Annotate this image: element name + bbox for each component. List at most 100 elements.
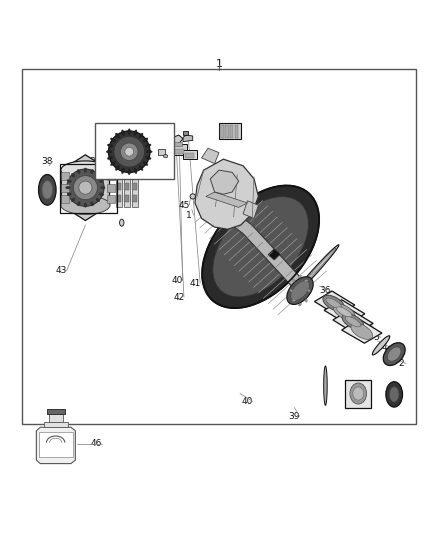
Text: 45: 45 — [178, 201, 190, 209]
Polygon shape — [324, 300, 365, 324]
Ellipse shape — [110, 138, 115, 142]
Ellipse shape — [350, 383, 367, 404]
Text: 43: 43 — [56, 266, 67, 276]
Ellipse shape — [134, 168, 137, 174]
Bar — [61, 195, 69, 203]
Ellipse shape — [307, 289, 310, 292]
Polygon shape — [243, 201, 258, 219]
Text: 5: 5 — [373, 333, 379, 342]
Bar — [185, 152, 194, 158]
Ellipse shape — [163, 155, 168, 158]
Text: 44: 44 — [138, 161, 149, 170]
Bar — [95, 123, 174, 179]
Ellipse shape — [99, 180, 104, 182]
Bar — [47, 409, 65, 414]
Polygon shape — [342, 319, 382, 343]
Text: 42: 42 — [173, 293, 184, 302]
Polygon shape — [36, 427, 75, 464]
Bar — [235, 125, 238, 138]
Text: 37: 37 — [90, 157, 101, 166]
Ellipse shape — [134, 130, 137, 135]
Text: 36: 36 — [319, 286, 331, 295]
Ellipse shape — [71, 173, 75, 177]
Ellipse shape — [99, 193, 104, 196]
Polygon shape — [234, 219, 307, 293]
Bar — [219, 123, 241, 140]
Ellipse shape — [107, 157, 113, 159]
Ellipse shape — [120, 219, 124, 226]
Bar — [60, 164, 117, 213]
Ellipse shape — [114, 136, 145, 167]
Text: 33: 33 — [333, 298, 344, 308]
Bar — [124, 183, 129, 190]
Bar — [107, 195, 115, 203]
Text: 32: 32 — [348, 311, 360, 320]
Ellipse shape — [79, 181, 92, 194]
Polygon shape — [44, 422, 68, 427]
Ellipse shape — [336, 307, 352, 317]
Text: 38: 38 — [42, 157, 53, 166]
Text: 46: 46 — [91, 439, 102, 448]
Ellipse shape — [304, 280, 308, 282]
Bar — [183, 150, 197, 159]
Ellipse shape — [73, 175, 97, 200]
Bar — [132, 172, 137, 179]
Ellipse shape — [110, 161, 115, 166]
Bar — [132, 183, 137, 190]
Ellipse shape — [139, 133, 143, 138]
Text: 40: 40 — [242, 397, 253, 406]
Bar — [183, 131, 188, 135]
Text: 2: 2 — [398, 359, 403, 368]
Ellipse shape — [96, 198, 99, 202]
Ellipse shape — [345, 317, 361, 327]
Ellipse shape — [146, 150, 152, 153]
Bar — [107, 172, 115, 180]
Text: 39: 39 — [289, 412, 300, 421]
Bar — [220, 125, 224, 138]
Bar — [61, 184, 69, 191]
Text: 40: 40 — [172, 276, 183, 285]
Bar — [39, 432, 73, 457]
Text: 34: 34 — [285, 238, 296, 246]
Ellipse shape — [42, 181, 53, 199]
Ellipse shape — [115, 166, 119, 171]
Polygon shape — [314, 291, 355, 316]
Text: 3: 3 — [391, 351, 397, 360]
Ellipse shape — [67, 193, 71, 196]
Bar — [345, 381, 371, 408]
Polygon shape — [201, 148, 219, 164]
Ellipse shape — [77, 202, 80, 206]
Ellipse shape — [121, 168, 124, 174]
Ellipse shape — [387, 347, 401, 361]
Ellipse shape — [128, 129, 131, 134]
Ellipse shape — [121, 130, 124, 135]
Ellipse shape — [145, 144, 151, 147]
Ellipse shape — [77, 169, 80, 174]
Ellipse shape — [61, 161, 110, 179]
Ellipse shape — [290, 289, 293, 292]
Ellipse shape — [71, 198, 75, 202]
Bar — [225, 125, 229, 138]
Text: 41: 41 — [189, 279, 201, 288]
Ellipse shape — [292, 245, 339, 297]
Ellipse shape — [213, 197, 308, 297]
Text: 1: 1 — [215, 59, 223, 69]
Ellipse shape — [202, 185, 319, 308]
Ellipse shape — [293, 279, 295, 282]
Ellipse shape — [326, 298, 342, 309]
Polygon shape — [116, 170, 122, 207]
Ellipse shape — [386, 382, 403, 407]
Text: 4: 4 — [382, 343, 387, 352]
Bar — [170, 144, 187, 155]
Ellipse shape — [115, 133, 119, 138]
Ellipse shape — [66, 187, 70, 189]
Text: 1: 1 — [185, 211, 191, 220]
Ellipse shape — [67, 180, 71, 182]
Text: 35: 35 — [291, 228, 302, 237]
Bar — [49, 414, 63, 422]
Ellipse shape — [128, 169, 131, 175]
Ellipse shape — [84, 203, 87, 207]
Ellipse shape — [305, 299, 307, 302]
Bar — [124, 172, 129, 179]
Polygon shape — [183, 135, 193, 142]
